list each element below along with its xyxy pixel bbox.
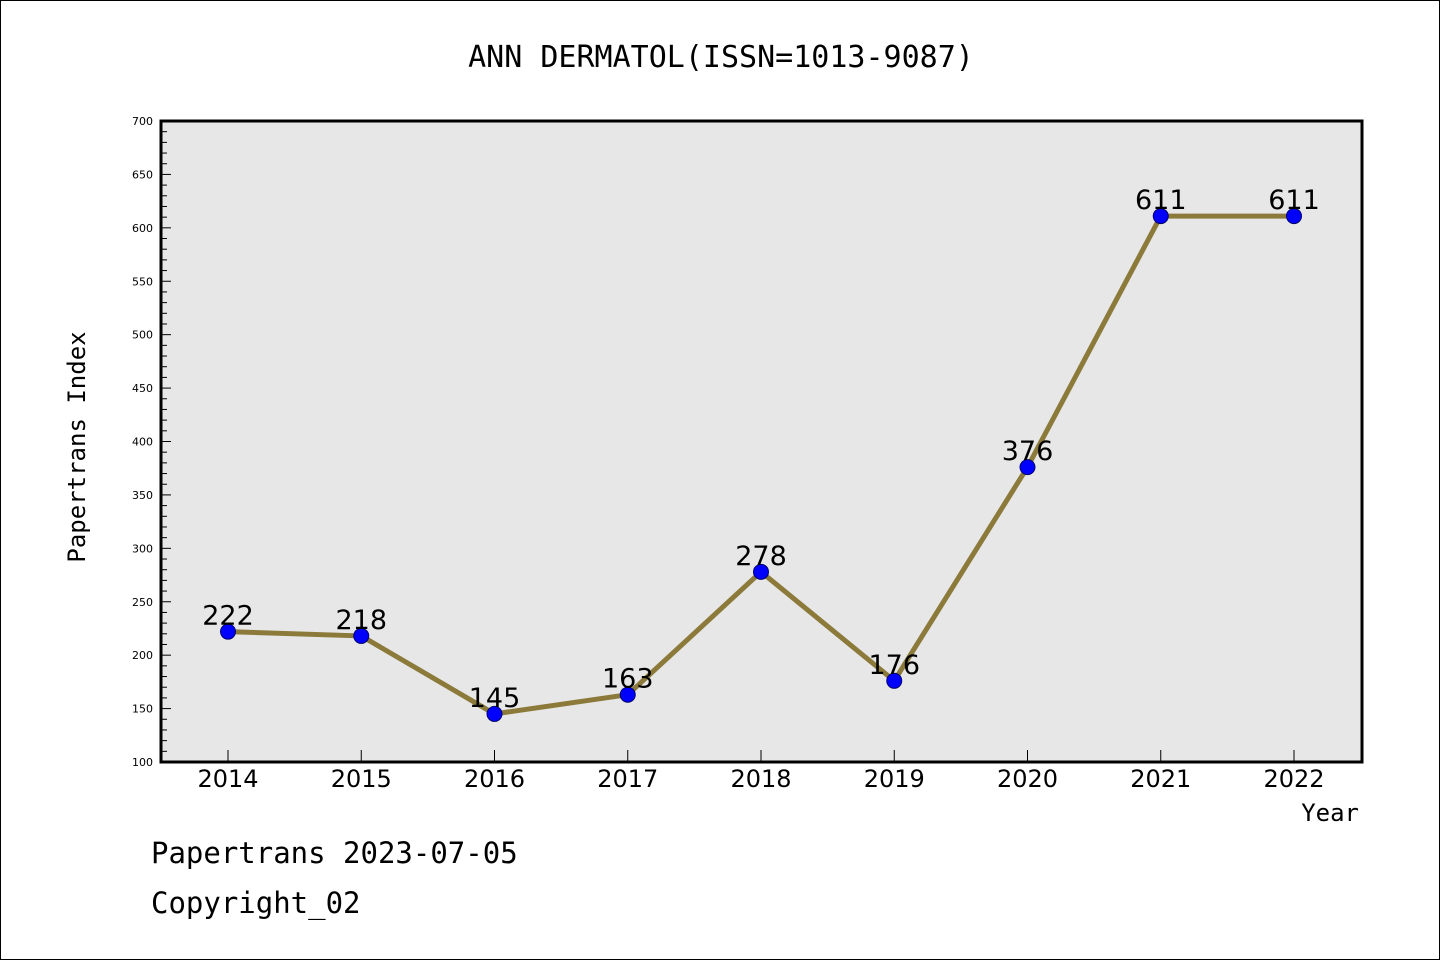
y-tick-label: 650 [132, 168, 153, 181]
y-tick-label: 350 [132, 489, 153, 502]
data-labels: 222 218 145 163 278 176 376 611 611 [202, 185, 1320, 714]
y-tick-label: 250 [132, 596, 153, 609]
y-tick-label: 450 [132, 382, 153, 395]
plot-area [161, 121, 1362, 762]
data-label: 163 [602, 664, 654, 695]
data-point [619, 686, 636, 703]
footer-date: Papertrans 2023-07-05 [151, 836, 518, 870]
y-tick-label: 200 [132, 649, 153, 662]
data-label: 222 [202, 601, 254, 632]
data-label: 218 [335, 605, 387, 636]
y-tick-label: 550 [132, 275, 153, 288]
y-tick-label: 700 [132, 115, 153, 128]
data-label: 611 [1268, 185, 1320, 216]
chart-title: ANN DERMATOL(ISSN=1013-9087) [468, 40, 974, 75]
y-tick-label: 300 [132, 542, 153, 555]
y-axis-label: Papertrans Index [63, 331, 91, 562]
data-point [1286, 208, 1302, 225]
data-label: 176 [868, 650, 920, 681]
y-axis-ticks: 100 150 200 250 300 350 400 450 500 550 600 650 700 [132, 115, 171, 769]
data-point [353, 627, 370, 644]
plot-border [159, 119, 1364, 764]
data-point [1152, 208, 1169, 225]
data-label: 611 [1135, 185, 1187, 216]
x-axis-label: Year [1301, 799, 1359, 827]
data-label: 278 [735, 541, 787, 572]
x-tick-label: 2016 [464, 765, 525, 793]
x-axis-ticks: 2014 2015 2016 2017 2018 2019 2020 2021 2022 [197, 750, 1325, 793]
data-point [753, 563, 769, 580]
data-label: 376 [1002, 436, 1054, 467]
y-tick-label: 400 [132, 436, 153, 449]
footer-copyright: Copyright_02 [151, 886, 361, 920]
data-point [220, 623, 236, 640]
x-tick-label: 2020 [997, 765, 1058, 793]
data-label: 145 [469, 683, 521, 714]
x-tick-label: 2021 [1130, 765, 1191, 793]
x-tick-label: 2022 [1263, 765, 1324, 793]
data-markers [220, 208, 1302, 722]
data-point [486, 705, 503, 722]
x-tick-label: 2015 [331, 765, 392, 793]
data-point [886, 672, 903, 689]
y-tick-label: 100 [132, 756, 153, 769]
y-tick-label: 500 [132, 329, 153, 342]
x-tick-label: 2014 [197, 765, 258, 793]
x-tick-label: 2017 [597, 765, 658, 793]
y-tick-label: 600 [132, 222, 153, 235]
x-tick-label: 2018 [730, 765, 791, 793]
x-tick-label: 2019 [864, 765, 925, 793]
y-tick-label: 150 [132, 703, 153, 716]
data-point [1019, 459, 1036, 476]
